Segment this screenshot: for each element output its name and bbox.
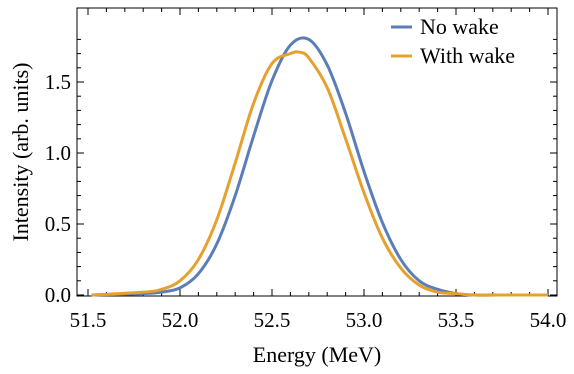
series-line-1 — [91, 50, 548, 297]
legend-label: With wake — [420, 43, 515, 68]
x-tick-label: 53.5 — [438, 308, 475, 332]
y-tick-label: 0.5 — [45, 212, 71, 236]
y-axis-title: Intensity (arb. units) — [8, 62, 33, 241]
y-tick-label: 1.0 — [45, 141, 71, 165]
legend-label: No wake — [420, 14, 499, 39]
y-tick-label: 1.5 — [45, 70, 71, 94]
x-axis-ticks: 51.5 52.0 52.5 53.0 53.5 54.0 — [70, 8, 567, 332]
series-lines — [91, 36, 548, 297]
x-tick-label: 54.0 — [530, 308, 567, 332]
y-tick-label: 0.0 — [45, 283, 71, 307]
x-tick-label: 52.0 — [162, 308, 199, 332]
legend: No wake With wake — [391, 14, 515, 68]
x-axis-title: Energy (MeV) — [253, 342, 382, 367]
y-axis-ticks: 0.0 0.5 1.0 1.5 — [45, 38, 557, 307]
x-tick-label: 51.5 — [70, 308, 107, 332]
x-tick-label: 53.0 — [346, 308, 383, 332]
plot-frame — [76, 7, 558, 297]
x-tick-label: 52.5 — [254, 308, 291, 332]
